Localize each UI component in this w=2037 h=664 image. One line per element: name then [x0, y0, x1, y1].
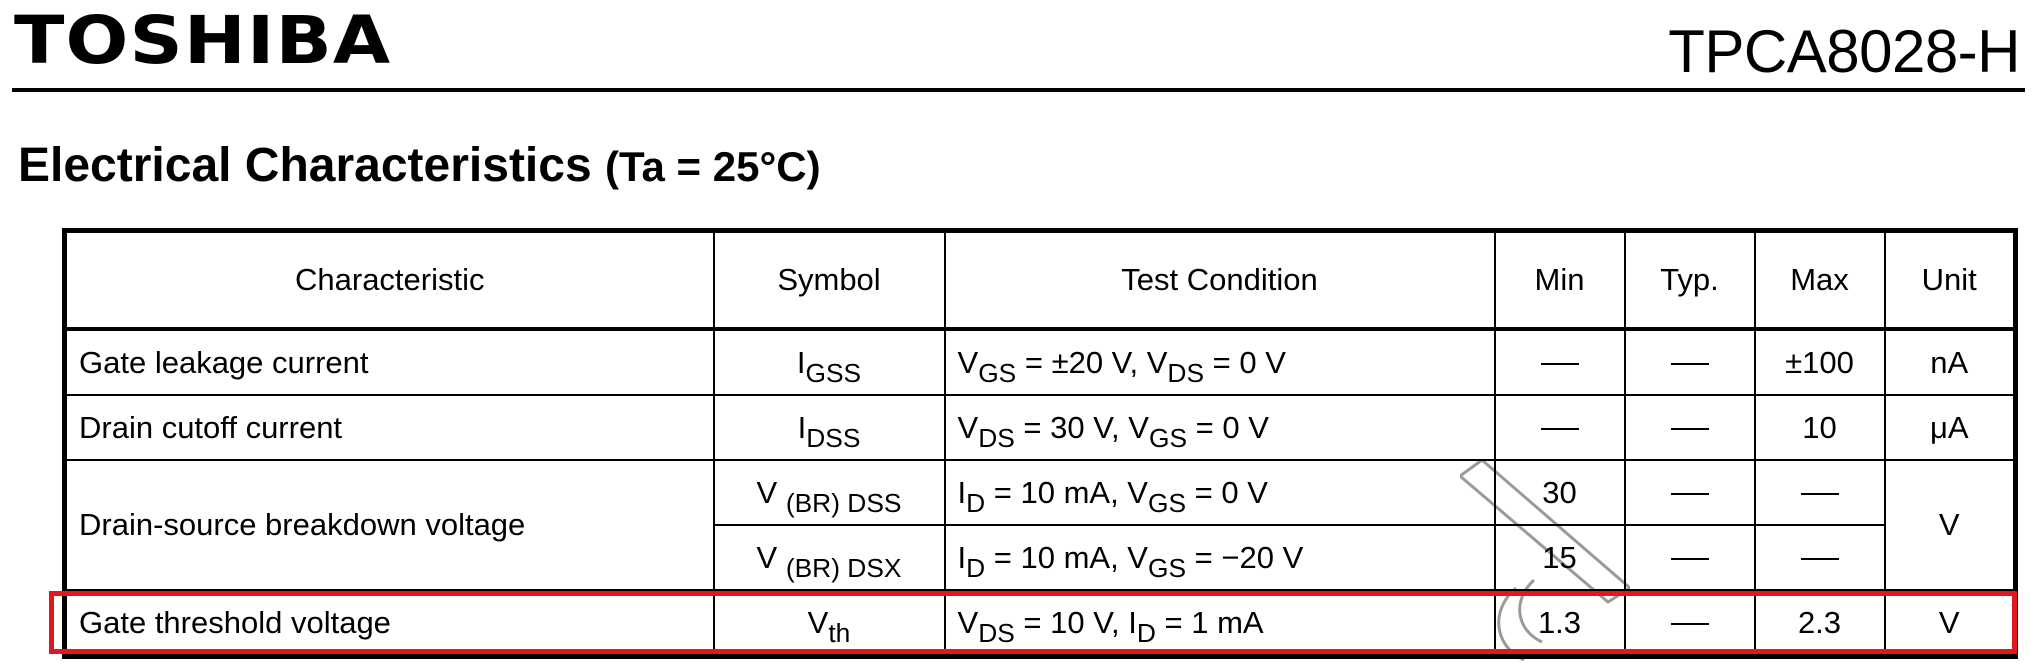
col-header-characteristic: Characteristic	[63, 229, 715, 331]
table-row: V (BR) DSX ID = 10 mA, VGS = −20 V 15	[65, 524, 2016, 591]
typ-cell	[1623, 524, 1756, 591]
highlight-box	[49, 591, 2017, 654]
typ-cell	[1623, 589, 1756, 658]
section-condition: (Ta = 25°C)	[605, 143, 821, 190]
electrical-characteristics-table: Characteristic Symbol Test Condition Min…	[62, 228, 2018, 659]
section-title-text: Electrical Characteristics	[18, 139, 592, 192]
toshiba-logo: TOSHIBA	[14, 2, 392, 79]
symbol-cell: IGSS	[712, 328, 946, 396]
col-header-test-condition: Test Condition	[943, 229, 1496, 331]
max-cell	[1753, 524, 1886, 591]
not-specified-dash	[1670, 428, 1709, 431]
characteristic-cell: Gate leakage current	[63, 328, 715, 396]
table-row: Drain-source breakdown voltage V (BR) DS…	[63, 459, 2017, 591]
test-condition-cell: ID = 10 mA, VGS = −20 V	[943, 524, 1496, 591]
characteristic-cell: Drain-source breakdown voltage	[63, 459, 715, 591]
test-condition-cell: VDS = 10 V, ID = 1 mA	[943, 589, 1496, 658]
symbol-cell: IDSS	[712, 394, 946, 461]
unit-cell: V	[1883, 459, 2017, 591]
not-specified-dash	[1800, 493, 1839, 496]
symbol-cell: V (BR) DSS	[712, 459, 946, 526]
header-divider	[12, 88, 2025, 92]
table-row-highlighted: Gate threshold voltage Vth VDS = 10 V, I…	[63, 589, 2017, 658]
characteristic-cell: Drain cutoff current	[63, 394, 715, 461]
not-specified-dash	[1670, 558, 1709, 561]
test-condition-cell: VDS = 30 V, VGS = 0 V	[943, 394, 1496, 461]
not-specified-dash	[1670, 363, 1709, 366]
section-title: Electrical Characteristics (Ta = 25°C)	[18, 142, 821, 190]
max-cell: 2.3	[1753, 589, 1886, 658]
max-cell: 10	[1753, 394, 1886, 461]
unit-cell: nA	[1883, 328, 2017, 396]
test-condition-cell: VGS = ±20 V, VDS = 0 V	[943, 328, 1496, 396]
table-header-row: Characteristic Symbol Test Condition Min…	[63, 229, 2017, 331]
not-specified-dash	[1670, 623, 1709, 626]
min-cell: 1.3	[1493, 589, 1626, 658]
table-row: Gate leakage current IGSS VGS = ±20 V, V…	[63, 328, 2017, 396]
min-cell: 15	[1493, 524, 1626, 591]
test-condition-cell: ID = 10 mA, VGS = 0 V	[943, 459, 1496, 526]
not-specified-dash	[1540, 363, 1579, 366]
not-specified-dash	[1540, 428, 1579, 431]
part-number: TPCA8028-H	[1668, 18, 2020, 85]
not-specified-dash	[1800, 558, 1839, 561]
unit-cell: V	[1883, 589, 2017, 658]
min-cell	[1493, 328, 1626, 396]
min-cell	[1493, 394, 1626, 461]
col-header-typ: Typ.	[1623, 229, 1756, 331]
typ-cell	[1623, 328, 1756, 396]
col-header-min: Min	[1493, 229, 1626, 331]
symbol-cell: V (BR) DSX	[712, 524, 946, 591]
characteristic-cell: Gate threshold voltage	[63, 589, 715, 658]
symbol-cell: Vth	[712, 589, 946, 658]
typ-cell	[1623, 459, 1756, 526]
not-specified-dash	[1670, 493, 1709, 496]
max-cell	[1753, 459, 1886, 526]
min-cell: 30	[1493, 459, 1626, 526]
col-header-unit: Unit	[1883, 229, 2017, 331]
col-header-max: Max	[1753, 229, 1886, 331]
max-cell: ±100	[1753, 328, 1886, 396]
table-row: Drain cutoff current IDSS VDS = 30 V, VG…	[63, 394, 2017, 461]
col-header-symbol: Symbol	[712, 229, 946, 331]
unit-cell: μA	[1883, 394, 2017, 461]
typ-cell	[1623, 394, 1756, 461]
